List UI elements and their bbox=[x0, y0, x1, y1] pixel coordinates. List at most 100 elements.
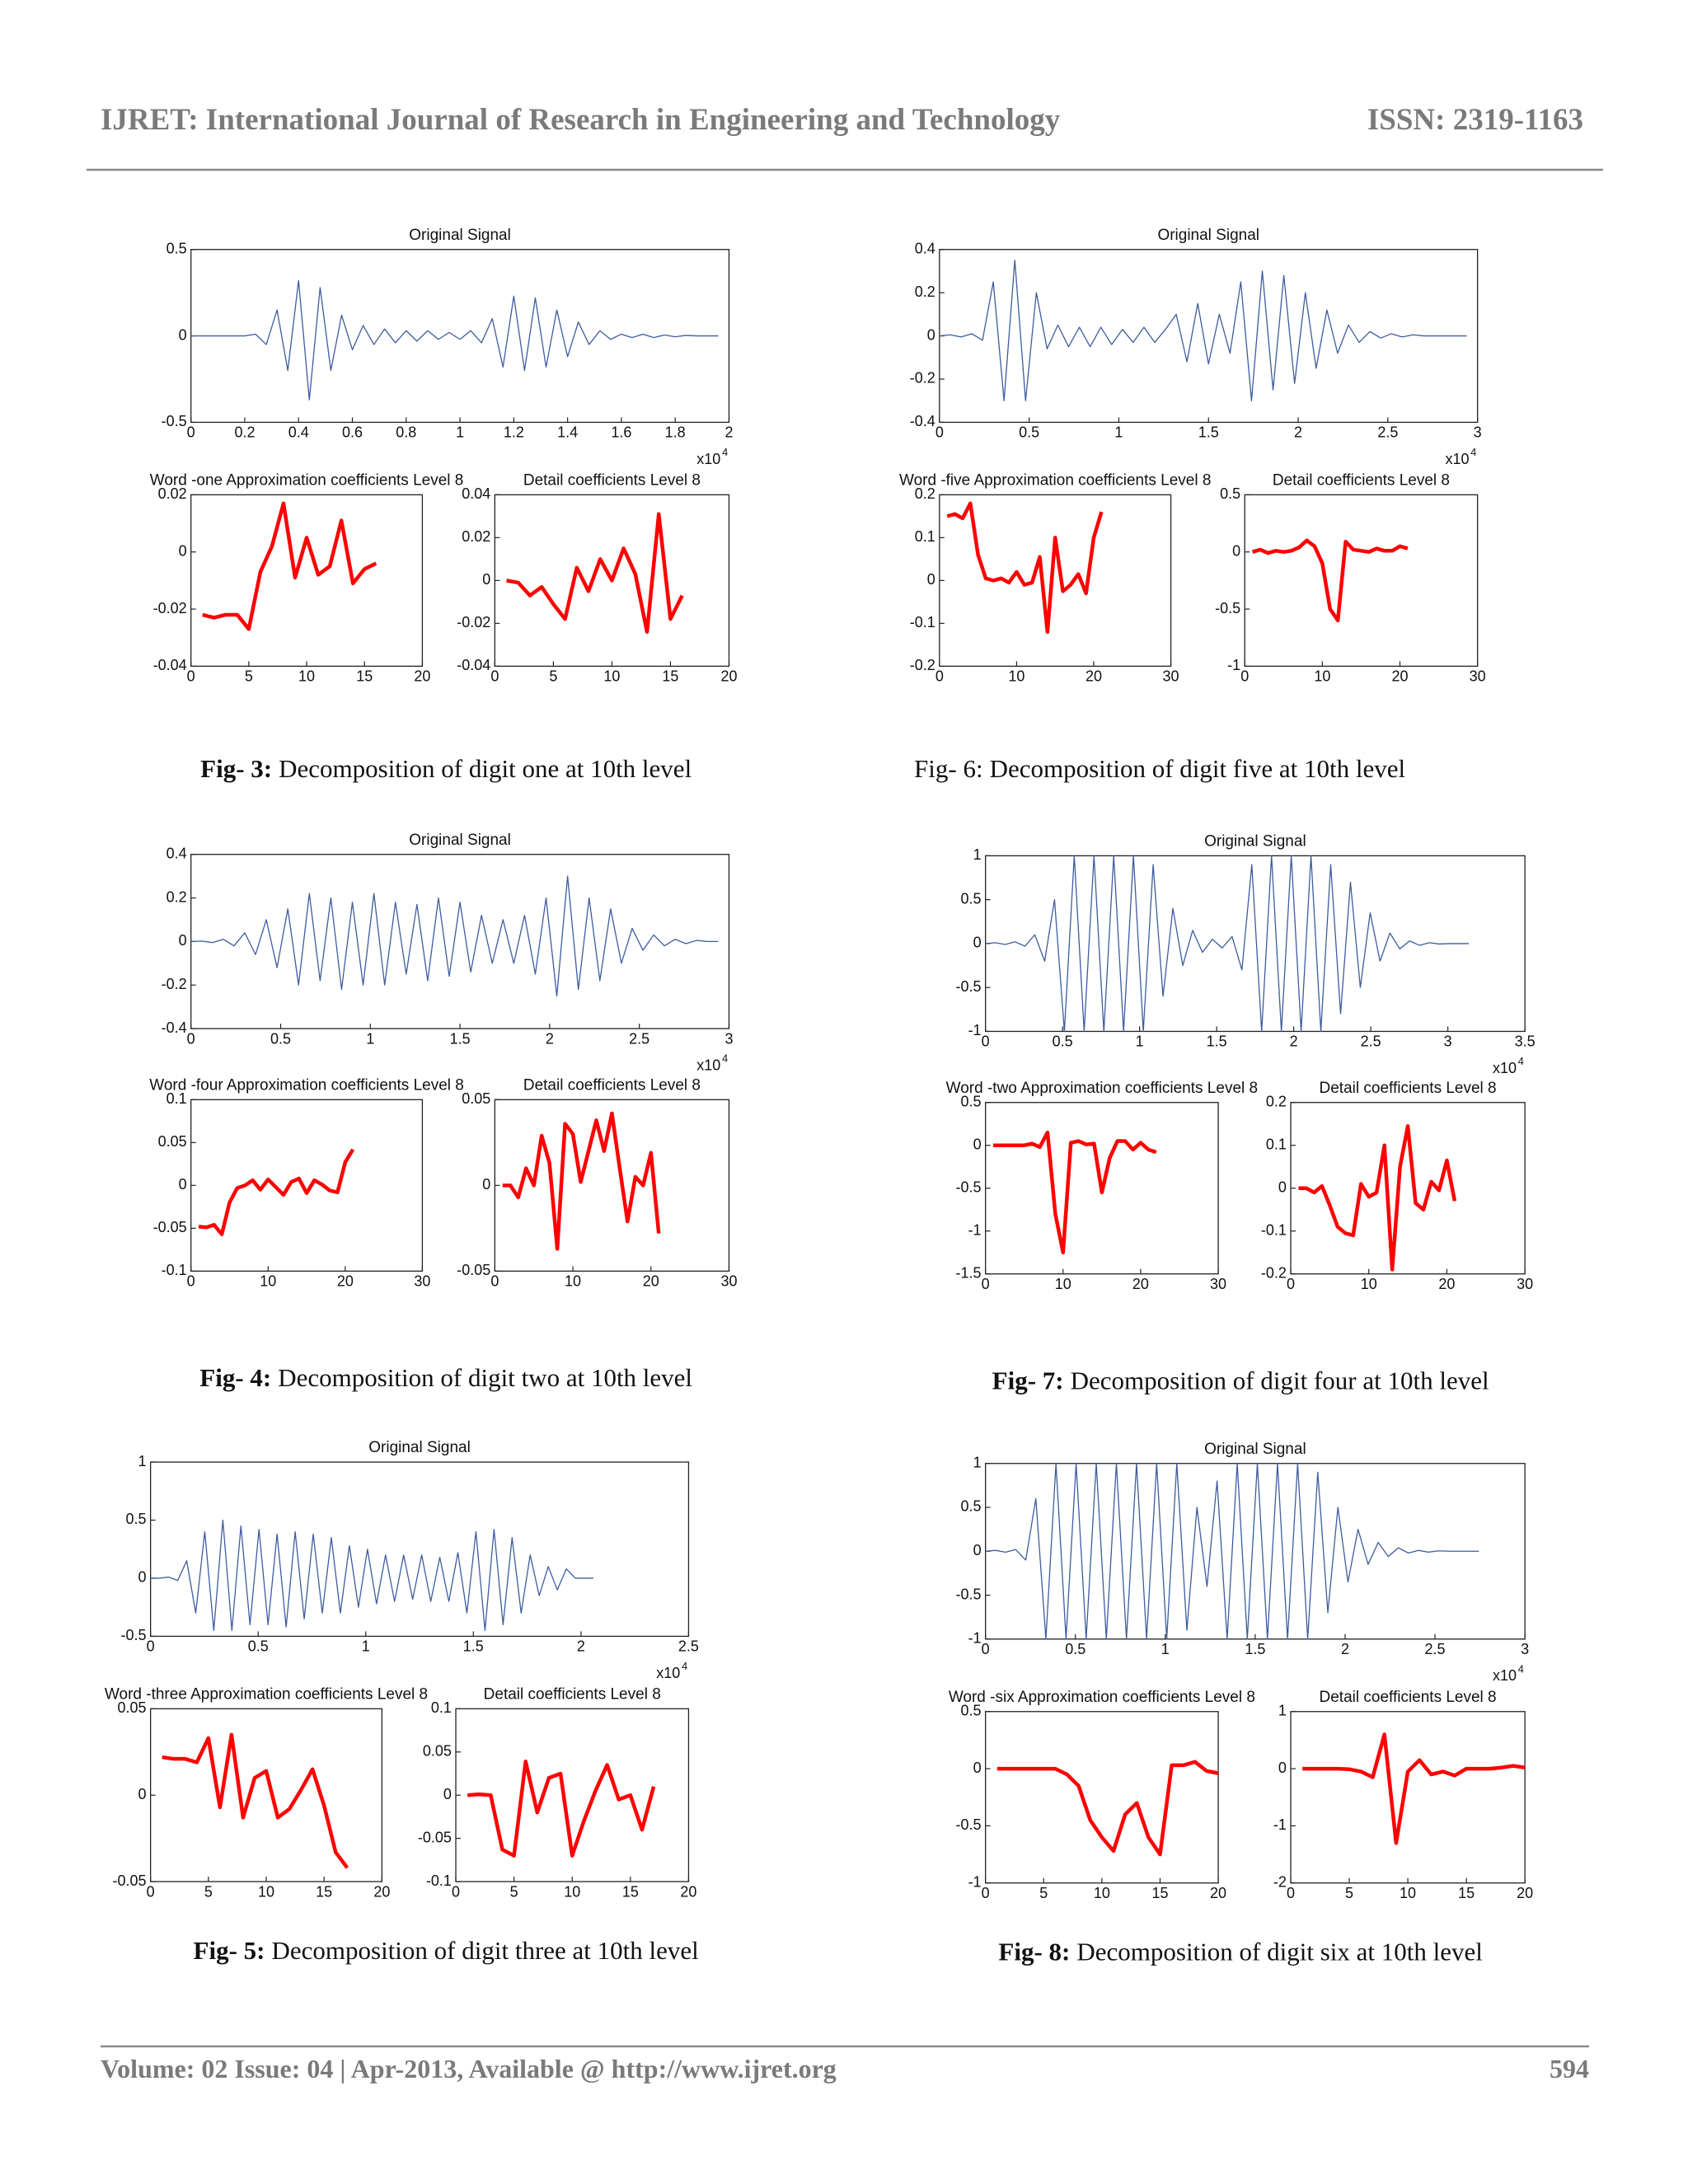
x-multiplier: x10 bbox=[696, 1057, 720, 1073]
x-tick-label: 0 bbox=[187, 424, 195, 441]
y-tick-label: 0.05 bbox=[118, 1699, 147, 1716]
x-tick-label: 1 bbox=[1136, 1033, 1144, 1050]
caption-label: Fig- 6: bbox=[914, 754, 983, 783]
y-tick-label: -0.4 bbox=[162, 1019, 187, 1036]
signal-line bbox=[190, 279, 719, 401]
x-tick-label: 0 bbox=[1287, 1885, 1295, 1901]
y-tick-label: 0.1 bbox=[431, 1699, 452, 1716]
x-tick-label: 1 bbox=[1161, 1641, 1170, 1657]
x-tick-label: 2.5 bbox=[629, 1030, 649, 1047]
y-tick-label: 0 bbox=[179, 1176, 187, 1193]
x-multiplier-exponent: 4 bbox=[1470, 446, 1476, 458]
x-tick-label: 20 bbox=[1438, 1276, 1455, 1292]
caption-text: Decomposition of digit one at 10th level bbox=[279, 754, 692, 783]
axes-box bbox=[1244, 494, 1479, 668]
x-tick-label: 15 bbox=[316, 1883, 332, 1900]
y-tick-label: 0 bbox=[482, 571, 490, 588]
x-tick-label: 1 bbox=[362, 1638, 370, 1655]
x-tick-label: 2 bbox=[724, 424, 733, 441]
y-tick-label: 0 bbox=[179, 932, 187, 949]
signal-line bbox=[993, 1130, 1157, 1254]
x-tick-label: 20 bbox=[680, 1883, 696, 1900]
x-tick-label: 30 bbox=[1163, 668, 1179, 685]
x-tick-label: 0 bbox=[982, 1276, 990, 1292]
y-tick-label: 0.2 bbox=[1266, 1093, 1287, 1109]
x-tick-label: 0 bbox=[1287, 1276, 1295, 1292]
caption-text: Decomposition of digit five at 10th leve… bbox=[990, 754, 1406, 783]
chart-title: Word -five Approximation coefficients Le… bbox=[899, 472, 1211, 490]
caption-text: Decomposition of digit two at 10th level bbox=[278, 1363, 692, 1392]
y-tick-label: -1 bbox=[968, 1874, 982, 1891]
x-tick-label: 5 bbox=[1039, 1885, 1048, 1901]
x-tick-label: 5 bbox=[549, 668, 557, 685]
x-multiplier: x10 bbox=[656, 1665, 680, 1681]
x-tick-label: 2 bbox=[1341, 1641, 1349, 1657]
x-tick-label: 5 bbox=[510, 1883, 518, 1900]
x-tick-label: 20 bbox=[1085, 668, 1102, 685]
x-tick-label: 2 bbox=[577, 1638, 585, 1655]
x-tick-label: 15 bbox=[622, 1883, 639, 1900]
y-tick-label: -0.1 bbox=[910, 614, 935, 630]
x-tick-label: 20 bbox=[337, 1273, 354, 1290]
chart-title: Detail coefficients Level 8 bbox=[1273, 472, 1450, 490]
x-tick-label: 30 bbox=[1470, 668, 1486, 685]
x-multiplier: x10 bbox=[1493, 1667, 1517, 1684]
x-tick-label: 1.6 bbox=[611, 424, 631, 441]
x-tick-label: 0 bbox=[187, 1273, 195, 1290]
y-tick-label: 0.05 bbox=[462, 1090, 490, 1107]
axes-box bbox=[190, 854, 730, 1029]
y-tick-label: 0.2 bbox=[915, 284, 935, 300]
y-tick-label: 0.5 bbox=[1220, 485, 1240, 502]
x-tick-label: 5 bbox=[204, 1883, 213, 1900]
y-tick-label: 0.2 bbox=[915, 485, 935, 502]
x-tick-label: 10 bbox=[258, 1883, 274, 1900]
x-tick-label: 2.5 bbox=[1361, 1033, 1381, 1050]
chart-title: Detail coefficients Level 8 bbox=[1320, 1080, 1497, 1097]
chart-title: Original Signal bbox=[409, 832, 511, 849]
x-multiplier: x10 bbox=[1493, 1060, 1517, 1076]
x-tick-label: 0.8 bbox=[396, 424, 416, 441]
x-tick-label: 0.5 bbox=[1019, 424, 1039, 441]
chart-title: Word -six Approximation coefficients Lev… bbox=[949, 1689, 1255, 1706]
x-tick-label: 0.2 bbox=[234, 424, 255, 441]
signal-line bbox=[1298, 1124, 1457, 1272]
x-multiplier-exponent: 4 bbox=[682, 1660, 687, 1672]
y-tick-label: 0.04 bbox=[462, 485, 490, 502]
x-tick-label: 0 bbox=[935, 424, 944, 441]
signal-line bbox=[202, 501, 377, 631]
axes-box bbox=[939, 249, 1479, 424]
signal-line bbox=[150, 1519, 594, 1632]
chart-title: Word -four Approximation coefficients Le… bbox=[149, 1076, 464, 1094]
x-tick-label: 2.5 bbox=[1377, 424, 1398, 441]
x-tick-label: 0 bbox=[1240, 668, 1249, 685]
x-tick-label: 10 bbox=[1361, 1276, 1377, 1292]
chart-title: Detail coefficients Level 8 bbox=[484, 1686, 661, 1704]
x-tick-label: 3 bbox=[724, 1030, 733, 1047]
y-tick-label: 0.5 bbox=[961, 1702, 982, 1718]
x-tick-label: 2 bbox=[1290, 1033, 1298, 1050]
x-tick-label: 2.5 bbox=[678, 1638, 699, 1655]
y-tick-label: -0.05 bbox=[457, 1262, 490, 1278]
y-tick-label: 0.02 bbox=[462, 528, 490, 545]
x-tick-label: 20 bbox=[1391, 668, 1408, 685]
x-tick-label: 2 bbox=[546, 1030, 554, 1047]
caption-label: Fig- 8: bbox=[998, 1938, 1070, 1966]
chart-title: Original Signal bbox=[1204, 833, 1306, 851]
footer-volume: Volume: 02 Issue: 04 | Apr-2013, Availab… bbox=[101, 2054, 837, 2083]
y-tick-label: 1 bbox=[973, 846, 982, 863]
x-tick-label: 20 bbox=[414, 668, 430, 685]
axes-box bbox=[190, 494, 424, 668]
signal-line bbox=[946, 501, 1104, 635]
signal-line bbox=[502, 1111, 661, 1251]
x-multiplier-exponent: 4 bbox=[1518, 1055, 1524, 1067]
y-tick-label: 0.4 bbox=[915, 240, 935, 256]
signal-line bbox=[1251, 538, 1409, 623]
y-tick-label: 0.1 bbox=[166, 1090, 187, 1107]
x-tick-label: 15 bbox=[1458, 1885, 1475, 1901]
x-tick-label: 10 bbox=[603, 668, 620, 685]
y-tick-label: -0.1 bbox=[162, 1262, 187, 1278]
x-tick-label: 20 bbox=[643, 1273, 659, 1290]
y-tick-label: -0.02 bbox=[153, 600, 187, 616]
y-tick-label: -0.05 bbox=[113, 1872, 147, 1889]
